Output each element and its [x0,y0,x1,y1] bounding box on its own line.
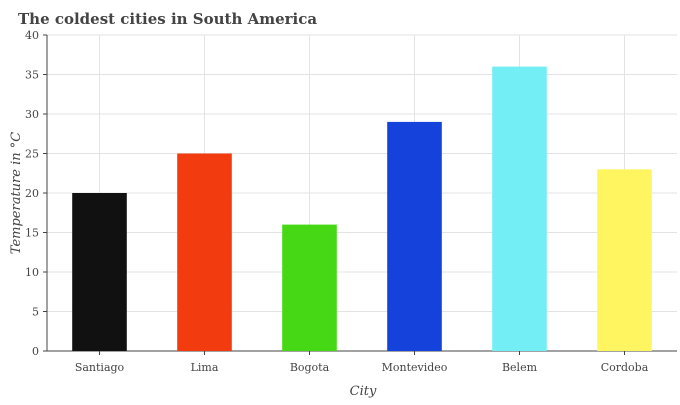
x-tick-label: Montevideo [382,361,448,374]
y-tick-labels: 0 5 10 15 20 25 30 35 40 [25,29,39,358]
y-tick-label: 25 [25,148,39,161]
x-tick-label: Bogota [290,361,330,374]
bar-cordoba [597,169,652,351]
x-tick-label: Santiago [75,361,125,374]
y-tick-label: 0 [32,345,39,358]
x-tick-labels: Santiago Lima Bogota Montevideo Belem Cordoba [75,361,649,374]
bar-santiago [72,193,127,351]
y-tick-label: 15 [25,227,39,240]
x-tick-label: Lima [191,361,219,374]
bar-belem [492,66,547,351]
y-tick-label: 35 [25,69,39,82]
y-tick-label: 40 [25,29,39,42]
y-tick-label: 20 [25,187,39,200]
bar-montevideo [387,121,442,352]
gridlines [47,34,677,352]
x-tick-label: Cordoba [601,361,649,374]
y-tick-label: 10 [25,266,39,279]
y-tick-label: 5 [32,306,39,319]
bar-bogota [282,224,337,351]
y-tick-label: 30 [25,108,39,121]
axes [43,34,677,355]
bar-lima [177,153,232,351]
x-axis-label: City [350,384,377,399]
bars [72,66,652,352]
y-axis-label: Temperature in °C [9,132,24,254]
chart-title: The coldest cities in South America [18,10,317,28]
x-tick-label: Belem [502,361,538,374]
